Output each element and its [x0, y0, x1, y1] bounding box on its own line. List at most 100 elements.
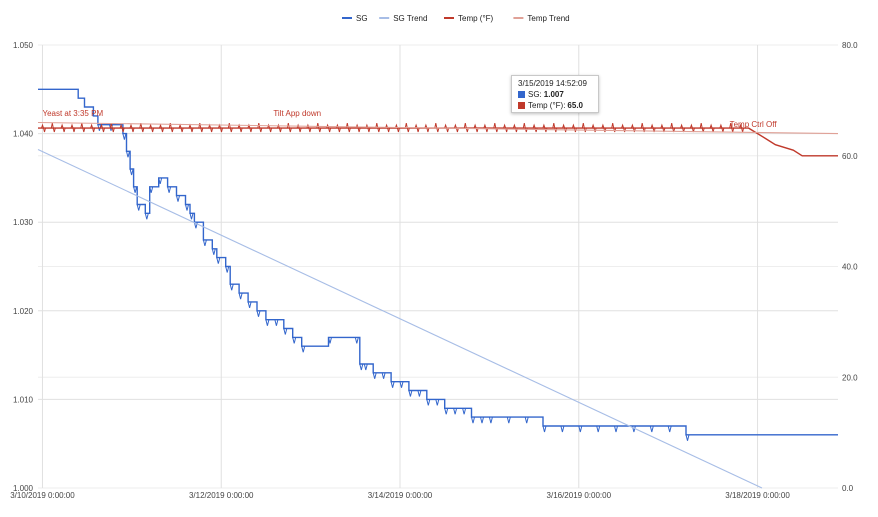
sg-noise-spike: [506, 416, 511, 424]
temp-spike: [680, 123, 686, 133]
y-left-tick-label: 1.020: [13, 307, 34, 316]
temp-spike: [70, 123, 76, 133]
temp-spike: [218, 123, 223, 133]
temp-spike: [532, 123, 538, 133]
data-tooltip: 3/15/2019 14:52:09 SG: 1.007 Temp (°F): …: [511, 75, 599, 113]
tooltip-title: 3/15/2019 14:52:09: [518, 79, 587, 88]
temp-spike: [503, 123, 509, 133]
sg-noise-spike: [328, 337, 332, 344]
sg-noise-spike: [399, 381, 404, 388]
chart-annotation: Yeast at 3:35 PM: [42, 109, 103, 118]
sg-noise-spike: [462, 408, 467, 415]
sg-noise-spike: [176, 195, 180, 202]
sg-noise-spike: [488, 416, 493, 424]
sg-noise-spike: [408, 390, 413, 397]
sg-noise-spike: [189, 213, 194, 220]
sg-noise-spike: [129, 168, 134, 176]
temp-spike: [80, 122, 86, 133]
sg-noise-spike: [149, 186, 154, 193]
sg-noise-spike: [480, 416, 484, 424]
sg-noise-spike: [97, 124, 102, 131]
legend[interactable]: SG SG Trend Temp (°F) Temp Trend: [342, 14, 570, 23]
legend-entry[interactable]: Temp Trend: [527, 14, 569, 23]
legend-entry[interactable]: SG: [356, 14, 368, 23]
temp-spike: [709, 123, 715, 133]
temp-spike: [188, 123, 194, 133]
sg-noise-spike: [542, 425, 547, 433]
temp-spike: [247, 123, 253, 133]
temp-spike: [129, 123, 135, 133]
sg-noise-spike: [354, 337, 359, 344]
temp-swatch-icon: [518, 102, 525, 109]
series-temp-trend-line: [37, 121, 839, 135]
temp-spike: [149, 123, 155, 133]
sg-noise-spike: [614, 425, 618, 433]
temp-spike: [542, 123, 548, 133]
series-sg-line: [38, 88, 838, 436]
temp-spike: [100, 123, 105, 133]
y-right-tick-label: 80.0: [842, 41, 858, 50]
temp-spike: [483, 123, 489, 133]
temp-spike: [719, 123, 725, 133]
y-left-tick-label: 1.040: [13, 130, 34, 139]
sg-noise-spike: [126, 151, 130, 158]
series-sg-trend-line: [37, 149, 763, 489]
x-tick-label: 3/12/2019 0:00:00: [189, 491, 254, 500]
temp-spike: [257, 122, 263, 133]
temp-spike: [581, 122, 587, 133]
y-right-tick-label: 0.0: [842, 484, 854, 493]
temp-spike: [60, 123, 66, 133]
temp-spike: [50, 122, 56, 133]
tooltip-row-sg: SG: 1.007: [518, 90, 592, 99]
y-left-tick-label: 1.000: [13, 484, 34, 493]
y-left-tick-label: 1.050: [13, 41, 34, 50]
tooltip-temp-label: Temp (°F):: [528, 101, 566, 110]
legend-entry[interactable]: SG Trend: [393, 14, 427, 23]
temp-spike: [689, 123, 695, 133]
temp-spike: [335, 123, 341, 133]
temp-spike: [90, 123, 96, 133]
sg-noise-spike: [292, 337, 297, 344]
temp-spike: [699, 122, 705, 133]
series-lines: [37, 88, 839, 489]
y-right-tick-label: 40.0: [842, 263, 858, 272]
sg-noise-spike: [372, 372, 377, 379]
temp-spike: [41, 123, 46, 133]
legend-entry[interactable]: Temp (°F): [458, 14, 494, 23]
sg-noise-spike: [185, 204, 189, 211]
sg-noise-spike: [225, 266, 230, 273]
temp-spike: [552, 122, 558, 133]
sg-noise-spike: [133, 186, 138, 193]
chart-annotation: Tilt App down: [273, 109, 321, 118]
temp-spike: [365, 123, 371, 133]
x-tick-label: 3/18/2019 0:00:00: [725, 491, 790, 500]
temp-spike: [286, 122, 292, 133]
sg-noise-spike: [359, 363, 364, 371]
sg-noise-spike: [301, 346, 306, 353]
temp-spike: [562, 123, 568, 133]
sg-noise-spike: [560, 425, 565, 433]
sg-noise-spike: [158, 177, 163, 185]
x-tick-label: 3/14/2019 0:00:00: [368, 491, 433, 500]
temp-spike: [139, 122, 145, 133]
sg-noise-spike: [122, 133, 127, 140]
sg-noise-spike: [667, 425, 672, 433]
temp-spike: [385, 123, 391, 133]
sg-noise-spike: [265, 319, 270, 326]
sg-noise-spike: [390, 381, 395, 388]
sg-noise-spike: [524, 416, 529, 424]
sg-noise-spike: [283, 328, 288, 335]
sg-noise-spike: [453, 408, 458, 415]
axis-labels: 1.000 1.010 1.020 1.030 1.040 1.050 0.0 20.0 40.…: [10, 41, 858, 500]
temp-spike: [493, 122, 499, 133]
temp-spike: [729, 122, 735, 133]
grid-lines: [38, 44, 838, 489]
temp-spike: [571, 123, 577, 133]
temp-spike: [345, 122, 351, 133]
y-right-tick-label: 60.0: [842, 152, 858, 161]
temp-spike: [522, 122, 528, 133]
sg-noise-spike: [435, 399, 440, 406]
sg-swatch-icon: [518, 91, 525, 98]
temp-spike: [739, 123, 745, 133]
